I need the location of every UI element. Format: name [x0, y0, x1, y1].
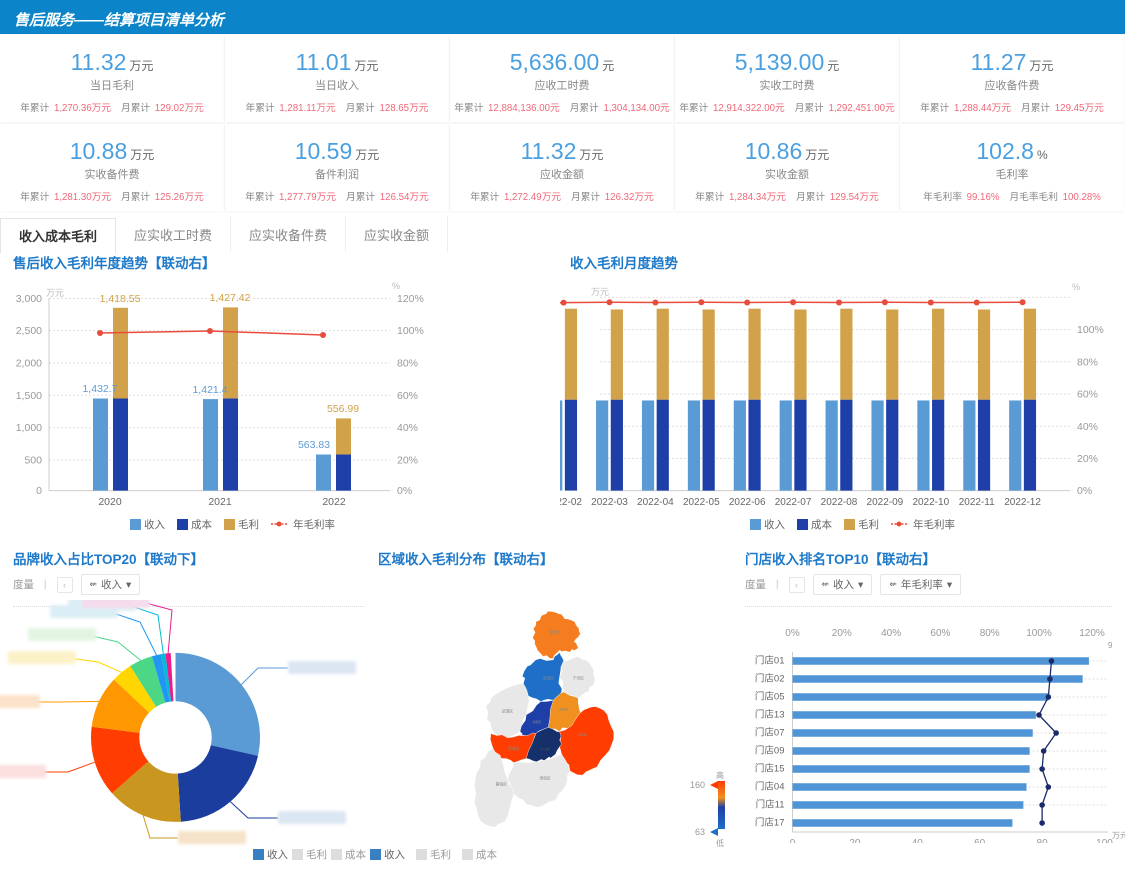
svg-text:1,000: 1,000 [16, 422, 42, 434]
svg-text:40%: 40% [397, 422, 418, 434]
svg-text:门店11: 门店11 [756, 798, 785, 810]
svg-text:80: 80 [1037, 838, 1049, 843]
svg-text:门店01: 门店01 [755, 654, 785, 666]
svg-text:100%: 100% [1026, 628, 1052, 639]
svg-text:1,432.7: 1,432.7 [82, 383, 117, 395]
svg-text:1,427.42: 1,427.42 [210, 292, 251, 304]
svg-text:1,421.4: 1,421.4 [192, 384, 227, 396]
svg-text:门店13: 门店13 [755, 708, 785, 720]
svg-text:东丽区: 东丽区 [559, 707, 568, 712]
svg-text:中心城区: 中心城区 [540, 747, 551, 751]
svg-text:0: 0 [36, 485, 42, 497]
svg-text:高: 高 [716, 770, 724, 780]
svg-text:120%: 120% [397, 293, 424, 305]
svg-text:静海区: 静海区 [496, 782, 508, 787]
svg-text:门店02: 门店02 [755, 672, 785, 684]
svg-text:津南区: 津南区 [539, 775, 551, 780]
svg-text:2022-11: 2022-11 [959, 497, 995, 508]
svg-text:63: 63 [695, 827, 705, 837]
svg-text:2022-10: 2022-10 [912, 497, 949, 508]
svg-text:40%: 40% [881, 628, 901, 639]
svg-text:年毛利率: 年毛利率 [913, 518, 955, 530]
svg-text:2022-05: 2022-05 [683, 497, 720, 508]
svg-text:20: 20 [849, 838, 861, 843]
svg-text:3,000: 3,000 [16, 293, 42, 305]
svg-text:2022-12: 2022-12 [1004, 497, 1041, 508]
svg-text:60%: 60% [397, 390, 418, 402]
svg-text:门店05: 门店05 [755, 690, 785, 702]
svg-text:100%: 100% [397, 325, 424, 337]
svg-text:2,000: 2,000 [16, 358, 42, 370]
svg-text:80%: 80% [397, 358, 418, 370]
svg-text:成本: 成本 [476, 848, 497, 861]
svg-text:毛利: 毛利 [306, 849, 327, 861]
svg-text:0: 0 [790, 838, 796, 843]
svg-text:万元: 万元 [591, 287, 609, 297]
svg-text:武清区: 武清区 [502, 709, 514, 714]
svg-text:低: 低 [716, 838, 724, 848]
svg-text:成本: 成本 [191, 518, 212, 530]
svg-text:0%: 0% [397, 485, 412, 497]
svg-text:160: 160 [690, 780, 705, 790]
svg-text:0%: 0% [1077, 485, 1092, 497]
svg-text:1,418.55: 1,418.55 [100, 293, 141, 305]
svg-text:毛利: 毛利 [238, 519, 259, 530]
svg-text:2022-02: 2022-02 [560, 497, 582, 508]
svg-text:收入: 收入 [144, 518, 165, 530]
svg-text:成本: 成本 [345, 848, 366, 861]
svg-text:万元: 万元 [1112, 831, 1125, 840]
svg-text:收入: 收入 [764, 518, 785, 530]
svg-text:20%: 20% [832, 628, 852, 639]
svg-text:宝坻区: 宝坻区 [543, 675, 555, 680]
svg-text:2022-08: 2022-08 [821, 497, 858, 508]
svg-text:门店09: 门店09 [755, 744, 785, 756]
svg-text:60%: 60% [930, 628, 950, 639]
svg-text:蓝田区: 蓝田区 [550, 630, 562, 635]
svg-text:2022-04: 2022-04 [637, 497, 674, 508]
svg-text:%: % [392, 281, 400, 291]
svg-text:2022-07: 2022-07 [775, 497, 812, 508]
svg-text:宁河区: 宁河区 [573, 675, 585, 680]
svg-text:60: 60 [974, 838, 986, 843]
svg-text:年毛利率: 年毛利率 [293, 518, 335, 530]
svg-text:门店17: 门店17 [755, 816, 785, 828]
svg-text:毛利: 毛利 [430, 849, 451, 861]
svg-text:北辰区: 北辰区 [532, 719, 541, 724]
svg-text:收入: 收入 [267, 848, 288, 861]
svg-text:2022-09: 2022-09 [867, 497, 904, 508]
svg-text:80%: 80% [980, 628, 1000, 639]
svg-text:100%: 100% [1077, 324, 1104, 336]
svg-text:门店15: 门店15 [755, 762, 785, 774]
svg-text:1,500: 1,500 [16, 390, 42, 402]
svg-text:万元: 万元 [46, 288, 64, 298]
svg-text:20%: 20% [397, 455, 418, 467]
svg-text:100: 100 [1096, 838, 1113, 843]
svg-text:2021: 2021 [208, 496, 232, 508]
svg-text:毛利: 毛利 [858, 519, 879, 530]
svg-text:2022-03: 2022-03 [591, 497, 628, 508]
svg-text:2020: 2020 [98, 496, 122, 508]
svg-text:2,500: 2,500 [16, 325, 42, 337]
svg-text:500: 500 [24, 455, 42, 467]
svg-text:40%: 40% [1077, 421, 1098, 433]
svg-text:563.83: 563.83 [298, 439, 330, 451]
svg-text:%: % [1072, 282, 1080, 292]
svg-text:0%: 0% [785, 628, 800, 639]
svg-text:80%: 80% [1077, 357, 1098, 369]
svg-text:2022-06: 2022-06 [729, 497, 766, 508]
svg-text:成本: 成本 [811, 518, 832, 530]
svg-text:2022: 2022 [322, 496, 346, 508]
svg-text:西青区: 西青区 [508, 746, 520, 751]
svg-text:门店07: 门店07 [755, 726, 785, 738]
svg-text:20%: 20% [1077, 453, 1098, 465]
svg-text:60%: 60% [1077, 389, 1098, 401]
svg-text:滨海区: 滨海区 [578, 732, 587, 737]
svg-text:门店04: 门店04 [755, 780, 785, 792]
svg-text:40: 40 [912, 838, 924, 843]
svg-text:556.99: 556.99 [327, 403, 359, 415]
svg-text:9: 9 [1108, 641, 1113, 650]
svg-text:120%: 120% [1079, 628, 1105, 639]
